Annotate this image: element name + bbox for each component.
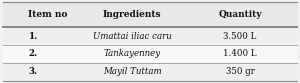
Text: Mayil Tuttam: Mayil Tuttam [103,67,161,76]
Text: 3.500 L: 3.500 L [223,32,257,41]
Text: 2.: 2. [28,49,38,58]
Bar [3,63,297,81]
Text: Umattai iliac caru: Umattai iliac caru [93,32,171,41]
Text: 1.400 L: 1.400 L [223,49,257,58]
Text: 3.: 3. [28,67,38,76]
Bar [3,45,297,63]
Bar [3,2,297,27]
Text: Tankayenney: Tankayenney [103,49,160,58]
Text: Item no: Item no [28,10,68,19]
Bar [3,27,297,45]
Text: Quantity: Quantity [218,10,262,19]
Text: Ingredients: Ingredients [103,10,161,19]
Text: 1.: 1. [28,32,38,41]
Text: 350 gr: 350 gr [226,67,254,76]
